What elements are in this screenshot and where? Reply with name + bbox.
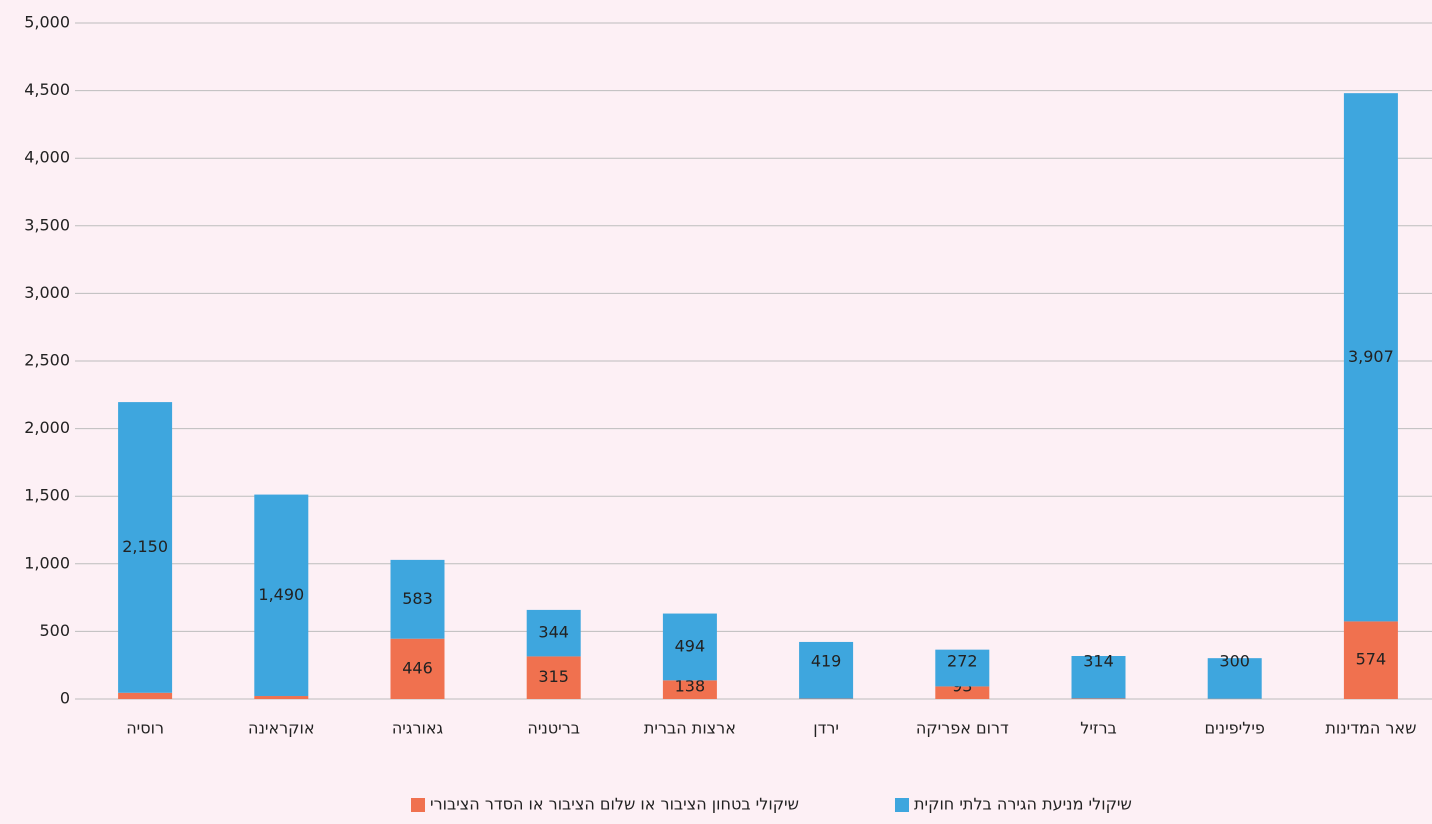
legend-swatch xyxy=(895,798,909,812)
legend-label: שיקולי מניעת הגירה בלתי חוקית xyxy=(914,795,1132,814)
data-label: 314 xyxy=(1083,652,1114,671)
y-tick-label: 1,000 xyxy=(24,553,70,572)
y-tick-label: 3,000 xyxy=(24,283,70,302)
x-tick-label: גאורגיה xyxy=(392,719,444,738)
y-tick-label: 4,500 xyxy=(24,80,70,99)
y-tick-label: 2,000 xyxy=(24,418,70,437)
data-label: 315 xyxy=(538,667,569,686)
x-tick-label: אוקראינה xyxy=(248,719,315,738)
x-tick-label: שאר המדינות xyxy=(1325,719,1416,738)
legend-swatch xyxy=(411,798,425,812)
x-tick-label: פיליפינים xyxy=(1204,719,1264,738)
bar-segment xyxy=(1072,698,1126,699)
bar-segment xyxy=(254,696,308,699)
y-tick-label: 1,500 xyxy=(24,486,70,505)
data-label: 446 xyxy=(402,658,433,677)
data-label: 3,907 xyxy=(1348,347,1394,366)
data-label: 2,150 xyxy=(122,537,168,556)
data-label: 419 xyxy=(811,652,842,671)
y-tick-label: 5,000 xyxy=(24,13,70,32)
data-label: 574 xyxy=(1356,650,1387,669)
x-tick-label: ברזיל xyxy=(1080,719,1117,738)
data-label: 583 xyxy=(402,589,433,608)
y-tick-label: 4,000 xyxy=(24,148,70,167)
y-tick-label: 500 xyxy=(39,621,70,640)
y-tick-label: 0 xyxy=(60,689,70,708)
data-label: 1,490 xyxy=(258,585,304,604)
x-tick-label: ארצות הברית xyxy=(644,719,736,738)
x-tick-label: בריטניה xyxy=(527,719,580,738)
data-label: 494 xyxy=(675,636,706,655)
x-tick-label: רוסיה xyxy=(126,719,164,738)
data-label: 300 xyxy=(1219,652,1250,671)
data-label: 272 xyxy=(947,652,978,671)
x-tick-label: דרום אפריקה xyxy=(916,719,1009,738)
legend-label: שיקולי בטחון הציבור או שלום הציבור או הס… xyxy=(430,795,799,814)
y-tick-label: 3,500 xyxy=(24,215,70,234)
x-tick-label: ירדן xyxy=(813,719,839,738)
y-tick-label: 2,500 xyxy=(24,351,70,370)
data-label: 344 xyxy=(538,623,569,642)
